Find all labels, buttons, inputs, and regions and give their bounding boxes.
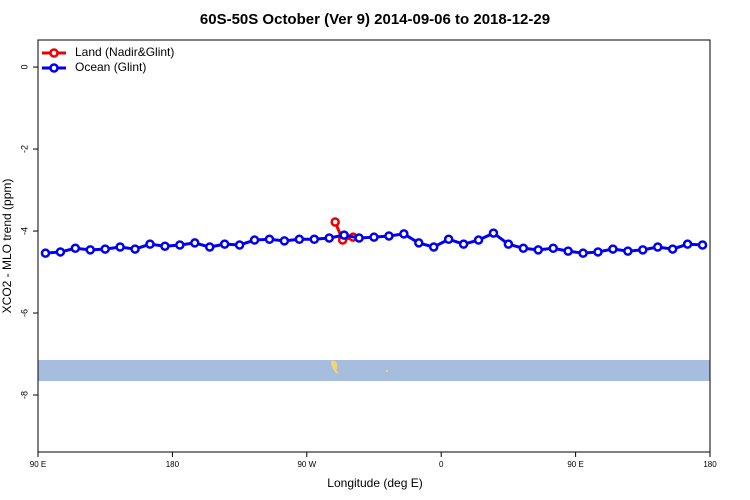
data-point: [473, 235, 484, 245]
map-land: [331, 360, 339, 374]
x-axis-label: Longitude (deg E): [327, 476, 422, 490]
data-point: [115, 242, 125, 252]
legend-marker: [49, 48, 59, 58]
data-point: [160, 241, 170, 251]
data-point: [249, 235, 260, 245]
data-point: [518, 243, 529, 254]
data-point: [458, 239, 469, 249]
y-tick-label: -4: [19, 227, 29, 235]
data-point: [234, 240, 245, 250]
data-point: [339, 230, 349, 240]
y-tick-label: -8: [19, 391, 29, 399]
data-point: [190, 238, 200, 248]
data-point: [697, 240, 708, 250]
data-point: [623, 246, 633, 256]
data-point: [428, 242, 439, 252]
data-point: [503, 239, 514, 249]
data-point: [354, 233, 364, 243]
data-point: [100, 244, 110, 254]
legend-marker: [49, 63, 59, 73]
data-point: [130, 244, 140, 254]
data-point: [55, 247, 66, 257]
data-point: [145, 239, 155, 249]
data-point: [488, 228, 499, 238]
data-point: [533, 245, 544, 255]
data-point: [667, 244, 678, 254]
data-point: [330, 217, 340, 227]
y-tick-label: 0: [19, 65, 29, 70]
data-point: [593, 247, 603, 257]
x-tick-label: 90 W: [297, 460, 316, 469]
data-point: [652, 242, 663, 252]
data-point: [563, 246, 573, 256]
data-point: [85, 245, 96, 255]
x-tick-label: 90 E: [567, 460, 583, 469]
y-tick-label: -2: [19, 145, 29, 153]
data-point: [219, 239, 230, 249]
data-point: [414, 238, 424, 248]
data-point: [399, 229, 409, 239]
data-point: [682, 239, 693, 249]
data-point: [294, 234, 305, 244]
data-point: [264, 234, 275, 244]
legend-label: Land (Nadir&Glint): [75, 45, 174, 59]
x-tick-label: 180: [703, 460, 717, 469]
data-point: [443, 234, 454, 244]
x-tick-label: 180: [166, 460, 180, 469]
plot-frame: [37, 39, 711, 453]
data-point: [324, 233, 334, 243]
chart-title: 60S-50S October (Ver 9) 2014-09-06 to 20…: [200, 11, 550, 28]
data-point: [384, 231, 394, 241]
data-point: [548, 243, 558, 254]
data-point: [204, 242, 215, 252]
data-point: [40, 248, 51, 258]
data-point: [309, 234, 320, 244]
data-point: [369, 232, 379, 242]
x-tick-label: 0: [439, 460, 444, 469]
data-point: [70, 243, 81, 254]
data-point: [279, 236, 290, 246]
data-point: [578, 248, 588, 258]
legend-label: Ocean (Glint): [75, 60, 146, 74]
data-point: [608, 244, 618, 254]
data-point: [638, 245, 648, 255]
y-axis-label: XCO2 - MLO trend (ppm): [0, 179, 14, 314]
x-tick-label: 90 E: [30, 460, 46, 469]
map-ocean-band: [38, 360, 710, 381]
map-land: [386, 370, 388, 372]
data-point: [175, 240, 185, 250]
y-tick-label: -6: [19, 309, 29, 317]
